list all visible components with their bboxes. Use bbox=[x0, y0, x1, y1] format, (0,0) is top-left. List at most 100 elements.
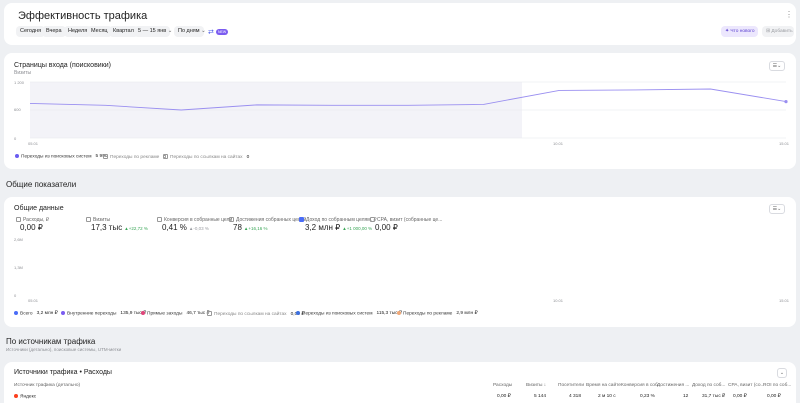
series-dot bbox=[61, 311, 65, 315]
column-header[interactable]: Посетители bbox=[558, 383, 585, 388]
column-header[interactable]: Расходы bbox=[493, 383, 513, 388]
chart-settings-button[interactable]: ☰⌄ bbox=[769, 61, 785, 71]
compare-icon[interactable]: ⇄ bbox=[208, 29, 214, 36]
sources-table-card bbox=[4, 362, 796, 403]
checkbox-icon bbox=[103, 154, 108, 159]
chart-settings-button[interactable]: ☰⌄ bbox=[769, 204, 785, 214]
y-tick-label: 2,6М bbox=[14, 237, 23, 242]
table-row-source[interactable]: Яндекс bbox=[14, 394, 36, 399]
whats-new-label: Что нового bbox=[730, 29, 755, 34]
column-header[interactable]: Визиты ↓ bbox=[526, 383, 547, 388]
general-data-card bbox=[4, 197, 796, 327]
column-header[interactable]: Конверсия в соб... bbox=[621, 383, 662, 388]
metric-revenue-value: 3,2 млн ₽ ▲+1 000,00 % bbox=[305, 223, 373, 232]
section-sources-title: По источникам трафика bbox=[6, 337, 96, 346]
metric-cpa-label[interactable]: CPA, визит (собранные це... bbox=[370, 217, 442, 223]
metric-conversion-label[interactable]: Конверсия в собранные цели bbox=[157, 217, 232, 223]
checkbox-icon bbox=[16, 217, 21, 223]
date-range-label: 5 — 15 янв bbox=[138, 28, 167, 34]
legend-internal[interactable]: Внутренние переходы 135,9 тыс ₽ bbox=[61, 311, 146, 316]
y-tick-label: 0 bbox=[14, 293, 17, 298]
legend-label: Переходы из поисковых систем bbox=[21, 154, 92, 160]
metric-conversion-value: 0,41 % ▲-0,03 % bbox=[162, 223, 209, 232]
x-tick-label: 05.01 bbox=[28, 298, 39, 303]
entry-pages-subtitle: Визиты bbox=[14, 70, 32, 76]
add-button[interactable]: ⊞ Добавить bbox=[762, 26, 794, 37]
sources-table-title: Источники трафика • Расходы bbox=[14, 369, 112, 376]
table-cell: 0,00 ₽ bbox=[733, 394, 747, 399]
table-cell: 12 bbox=[683, 394, 689, 399]
delta-up: ▲+22,72 % bbox=[124, 226, 148, 231]
general-data-title: Общие данные bbox=[14, 205, 64, 212]
metric-cpa-value: 0,00 ₽ bbox=[375, 223, 398, 232]
x-tick-label: 15.01 bbox=[779, 298, 790, 303]
y-tick-label: 1,3М bbox=[14, 265, 23, 270]
legend-links[interactable]: Переходы по ссылкам на сайтах 0,00 ₽ bbox=[207, 311, 304, 317]
table-cell: 4 318 bbox=[569, 394, 582, 399]
legend-links[interactable]: Переходы по ссылкам на сайтах 0 bbox=[163, 154, 249, 160]
period-week-button[interactable]: Неделя bbox=[64, 26, 92, 37]
checkbox-icon bbox=[157, 217, 162, 223]
metric-expenses-label[interactable]: Расходы, ₽ bbox=[16, 217, 49, 223]
legend-value: 5 990 bbox=[95, 154, 108, 160]
checkbox-icon bbox=[86, 217, 91, 223]
x-tick-label: 10.01 bbox=[553, 141, 564, 146]
legend-direct[interactable]: Прямые заходы 46,7 тыс ₽ bbox=[141, 311, 210, 316]
legend-total[interactable]: Всего 3,2 млн ₽ bbox=[14, 311, 58, 316]
more-icon[interactable]: ⋮ bbox=[785, 10, 793, 19]
x-tick-label: 05.01 bbox=[28, 141, 39, 146]
legend-search[interactable]: Переходы из поисковых систем 115,3 тыс ₽ bbox=[296, 311, 402, 316]
legend-value: 0 bbox=[246, 154, 250, 160]
column-header[interactable]: Источник трафика (детально) bbox=[14, 383, 81, 388]
delta-up: ▲+16,16 % bbox=[243, 226, 268, 231]
checkbox-icon bbox=[163, 154, 168, 159]
add-label: Добавить bbox=[771, 29, 793, 34]
series-dot bbox=[296, 311, 300, 315]
series-dot bbox=[14, 311, 18, 315]
data-point bbox=[784, 100, 788, 104]
table-cell: 5 144 bbox=[534, 394, 547, 399]
period-quarter-button[interactable]: Квартал bbox=[109, 26, 138, 37]
column-header[interactable]: Доход по соб... bbox=[692, 383, 726, 388]
legend-ads[interactable]: Переходы по рекламе 2,9 млн ₽ bbox=[397, 311, 478, 316]
delta-up: ▲+1 000,00 % bbox=[342, 226, 373, 231]
metric-goals-value: 78 ▲+16,16 % bbox=[233, 223, 268, 232]
delta-down: ▲-0,03 % bbox=[188, 226, 209, 231]
x-tick-label: 10.01 bbox=[553, 298, 564, 303]
date-range-picker[interactable]: 5 — 15 янв ⌄ bbox=[134, 26, 173, 37]
collapse-button[interactable]: ⌄ bbox=[777, 368, 787, 378]
chevron-down-icon: ⌄ bbox=[167, 28, 173, 34]
table-cell: 31,7 тыс ₽ bbox=[702, 394, 726, 399]
x-tick-label: 15.01 bbox=[779, 141, 790, 146]
chevron-down-icon: ⌄ bbox=[201, 28, 206, 34]
y-tick-label: 0 bbox=[14, 136, 17, 141]
header-card bbox=[4, 3, 796, 45]
section-sources-subtitle: Источники (детально), поисковые системы,… bbox=[6, 347, 122, 352]
table-cell: 0,00 ₽ bbox=[497, 394, 511, 399]
metric-visits-label[interactable]: Визиты bbox=[86, 217, 110, 223]
whats-new-button[interactable]: ✦ Что нового bbox=[721, 26, 758, 37]
legend-search[interactable]: Переходы из поисковых систем 5 990 bbox=[15, 154, 108, 159]
grouping-select[interactable]: По дням ⌄ bbox=[174, 26, 206, 37]
metric-goals-label[interactable]: Достижения собранных целей bbox=[229, 217, 306, 223]
period-yesterday-button[interactable]: Вчера bbox=[42, 26, 66, 37]
column-header[interactable]: Время на сайте bbox=[586, 383, 621, 388]
period-month-button[interactable]: Месяц bbox=[87, 26, 112, 37]
period-today-button[interactable]: Сегодня bbox=[16, 26, 46, 37]
legend-ads[interactable]: Переходы по рекламе 0 bbox=[103, 154, 166, 160]
column-header[interactable]: CPA, визит (со... bbox=[728, 383, 765, 388]
series-line bbox=[29, 88, 787, 111]
checkbox-icon bbox=[229, 217, 234, 223]
column-header[interactable]: Достижения ... bbox=[657, 383, 690, 388]
column-header[interactable]: ROI по соб... bbox=[763, 383, 792, 388]
metric-expenses-value: 0,00 ₽ bbox=[20, 223, 43, 232]
table-cell: 0,23 % bbox=[640, 394, 655, 399]
metric-visits-value: 17,3 тыс ▲+22,72 % bbox=[91, 223, 148, 232]
legend-label: Переходы по ссылкам на сайтах bbox=[170, 154, 243, 160]
section-general-title: Общие показатели bbox=[6, 180, 77, 189]
series-dot bbox=[15, 154, 19, 158]
series-dot bbox=[397, 311, 401, 315]
metric-revenue-label[interactable]: Доход по собранным целям, ₽ bbox=[299, 217, 377, 223]
y-tick-label: 600 bbox=[14, 107, 21, 112]
table-cell: 0,00 ₽ bbox=[767, 394, 781, 399]
